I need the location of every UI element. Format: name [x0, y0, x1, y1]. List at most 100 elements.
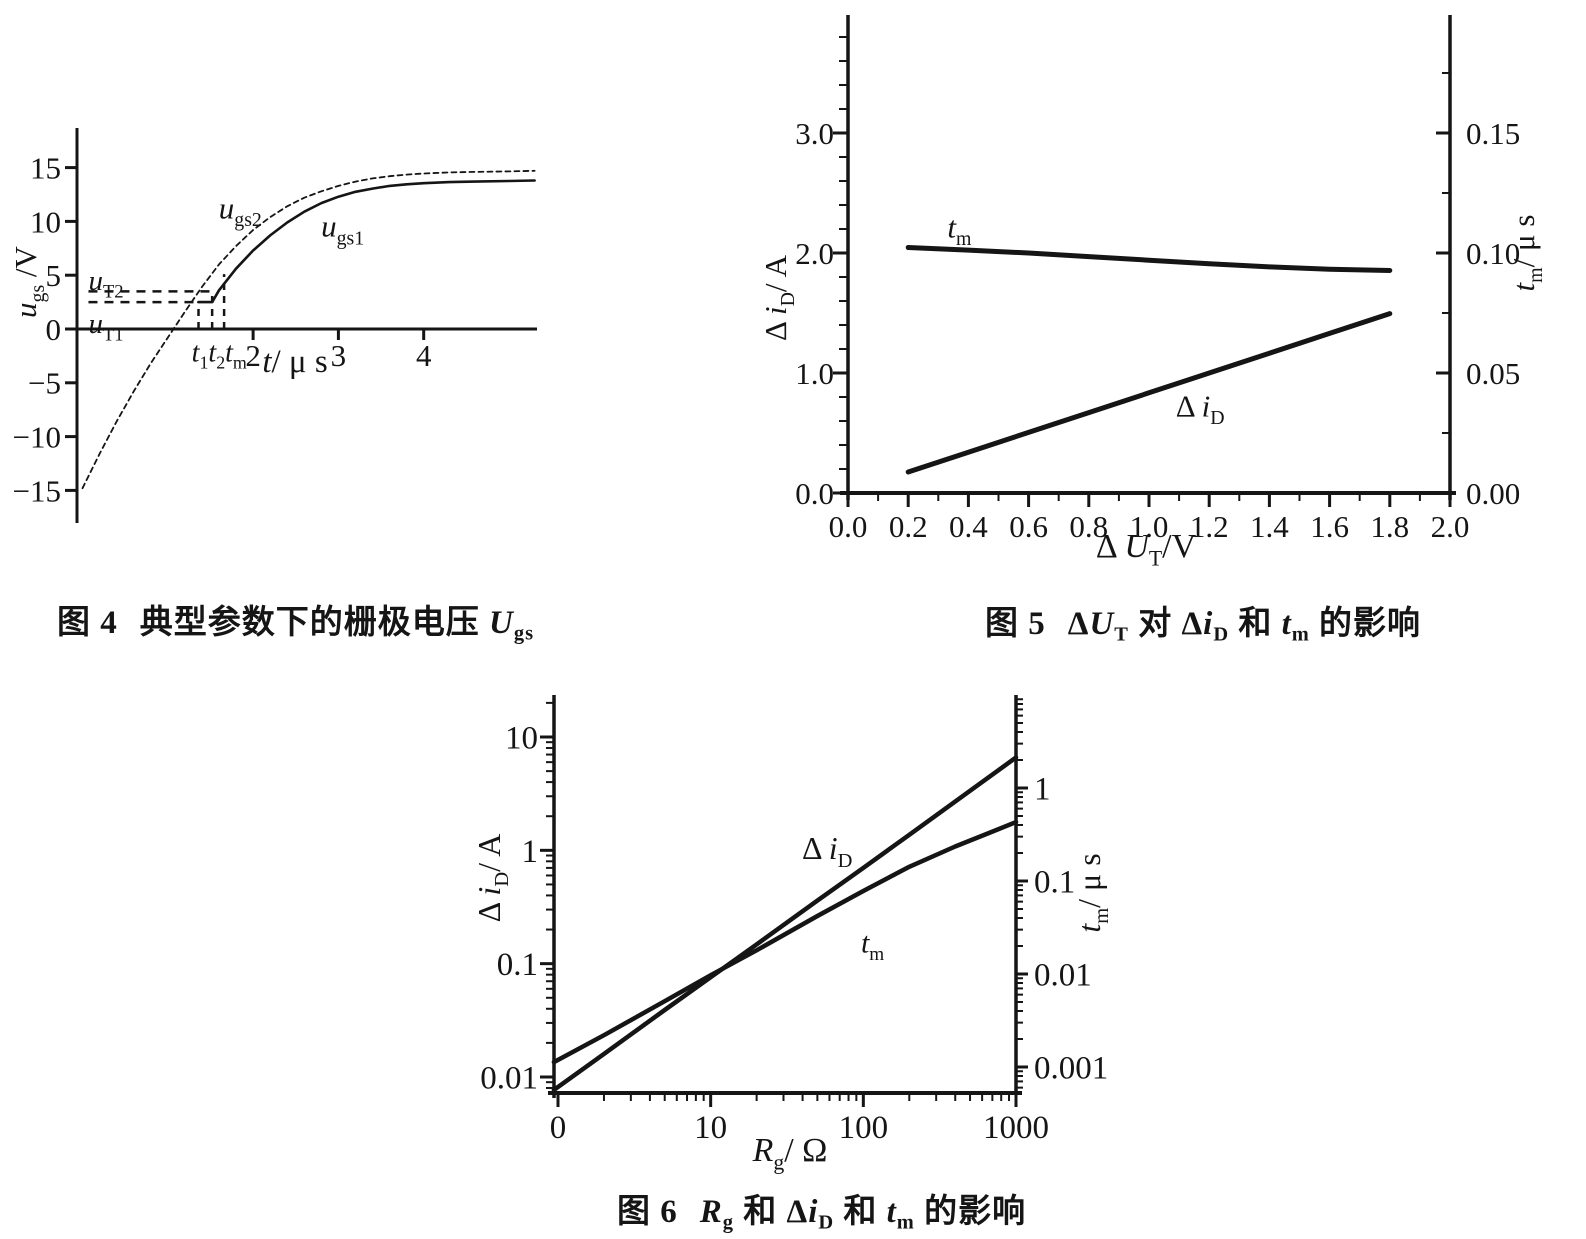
fig4-tick-label: 0 — [46, 312, 62, 347]
fig6-tick-label: 100 — [839, 1110, 889, 1146]
fig4-axis-title-0: t/ μ s — [262, 344, 327, 380]
fig5-tick-label: 1.4 — [1250, 509, 1289, 544]
figure5-caption: 图 5 ΔUT 对 ΔiD 和 tm 的影响 — [985, 596, 1421, 646]
fig4-axis-bottom: 2 3 4 — [70, 327, 537, 373]
fig5-tick-label: 0.15 — [1466, 116, 1520, 151]
fig4-ut2-label: uT2 — [88, 265, 123, 302]
fig4-axis-title-1: ugs /V — [8, 245, 49, 318]
figure6-caption: 图 6 Rg 和 ΔiD 和 tm 的影响 — [617, 1184, 1027, 1234]
fig6-tick-label: 0.01 — [480, 1061, 538, 1097]
figure5-symbol-t-sub: m — [1291, 623, 1310, 646]
fig6-axis-bottom: 0 10 100 1000 — [548, 1091, 1049, 1146]
fig6-tick-label: 1 — [1034, 772, 1051, 808]
figure4-symbol-sub: gs — [513, 622, 535, 645]
fig5-tick-label: 0.0 — [795, 476, 834, 511]
fig5-axis-right: 0.00 0.05 0.10 0.15 — [1436, 15, 1520, 511]
figure6-caption-part: 和 Δ — [733, 1194, 809, 1230]
fig5-axis-title-1: Δ iD/ A — [758, 254, 799, 341]
figure6-symbol-R: R — [699, 1194, 723, 1230]
fig4-tick-label: 2 — [245, 338, 261, 373]
fig5-tick-label: 0.0 — [829, 509, 868, 544]
fig5-tick-label: 0.2 — [889, 509, 928, 544]
fig6-tick-label: 10 — [505, 721, 538, 757]
figure5-caption-part: 和 — [1229, 606, 1282, 642]
figure5-symbol-i-sub: D — [1213, 623, 1230, 646]
figure5-symbol-i: i — [1203, 606, 1214, 642]
fig5-did-curve — [905, 311, 1393, 475]
figure5-number: 图 5 — [985, 606, 1046, 642]
figure5-symbol-U: U — [1089, 606, 1115, 642]
figure6-number: 图 6 — [617, 1194, 678, 1230]
fig4-figure: 2 3 4 15 10 5 0 −5 −10 −15 ugs2 ugs1 uT2 uT1 t1t2tm t/ … — [8, 128, 537, 523]
fig5-tm-curve-label: tm — [947, 209, 972, 250]
figure4-caption: 图 4 典型参数下的栅极电压 Ugs — [57, 595, 535, 645]
fig5-tick-label: 0.05 — [1466, 356, 1520, 391]
fig6-tick-label: 0.1 — [497, 947, 538, 983]
fig6-tick-label: 1 — [522, 834, 539, 870]
fig5-did-curve-label: Δ iD — [1176, 388, 1225, 429]
fig5-tick-label: 0.4 — [949, 509, 988, 544]
fig4-tick-label: 15 — [30, 150, 61, 185]
fig6-tm-curve-label: tm — [861, 927, 884, 966]
fig4-tick-label: 4 — [416, 338, 432, 373]
figure6-caption-part: 和 — [834, 1194, 887, 1230]
fig5-tick-label: 2.0 — [795, 236, 834, 271]
fig6-axis-title-0: Rg/ Ω — [752, 1132, 828, 1175]
figure6-symbol-t-sub: m — [896, 1211, 915, 1234]
figure6-symbol-i-sub: D — [818, 1211, 835, 1234]
fig5-tick-label: 1.0 — [795, 356, 834, 391]
fig5-tick-label: 2.0 — [1431, 509, 1470, 544]
figure6-caption-part: 的影响 — [914, 1194, 1027, 1230]
fig4-t1t2tm-label: t1t2tm — [192, 337, 247, 372]
fig6-axis-left: 0.01 0.1 1 10 — [480, 695, 556, 1098]
fig5-axis-bottom: 0.0 0.2 0.4 0.6 0.8 1.0 1.2 1.4 1.6 1.8 2.0 — [829, 491, 1470, 544]
figure5-caption-part: Δ — [1067, 606, 1090, 642]
fig4-tick-label: 3 — [331, 338, 347, 373]
fig5-tick-label: 1.8 — [1370, 509, 1409, 544]
figure5-symbol-U-sub: T — [1114, 623, 1129, 646]
fig4-axis-left: 15 10 5 0 −5 −10 −15 — [13, 128, 79, 523]
fig6-axis-right: 0.001 0.01 0.1 1 — [1014, 695, 1108, 1093]
fig5-tick-label: 0.8 — [1069, 509, 1108, 544]
fig4-tick-label: −15 — [13, 473, 61, 508]
fig4-ugs2-curve-label: ugs2 — [219, 190, 262, 231]
fig6-figure: 0 10 100 1000 0.01 0.1 1 10 0.001 0.01 0.1 1 Δ iD tm R… — [471, 695, 1113, 1175]
fig4-tick-label: −10 — [13, 419, 61, 454]
fig6-tick-label: 1000 — [983, 1110, 1049, 1146]
fig6-axis-title-2: tm/ μ s — [1071, 853, 1113, 932]
fig5-figure: 0.0 0.2 0.4 0.6 0.8 1.0 1.2 1.4 1.6 1.8 2.0 0.0 1.0 2… — [758, 15, 1547, 571]
fig4-ugs1-curve-label: ugs1 — [321, 209, 364, 250]
fig6-tick-label: 0.001 — [1034, 1051, 1108, 1087]
fig5-axis-title-0: Δ UT/V — [1096, 528, 1197, 571]
fig6-tick-label: 0 — [550, 1110, 567, 1146]
fig5-tick-label: 0.10 — [1466, 236, 1520, 271]
fig5-tm-curve — [905, 245, 1393, 273]
figure6-symbol-R-sub: g — [722, 1211, 734, 1234]
fig6-tick-label: 0.01 — [1034, 958, 1092, 994]
fig4-tick-label: −5 — [28, 366, 61, 401]
fig6-tick-label: 0.1 — [1034, 865, 1075, 901]
fig5-tick-label: 0.6 — [1009, 509, 1048, 544]
fig4-ugs1-curve — [197, 179, 536, 304]
fig5-tick-label: 1.2 — [1190, 509, 1229, 544]
figure5-symbol-t: t — [1281, 606, 1292, 642]
figure6-symbol-t: t — [886, 1194, 897, 1230]
fig6-tm-curve — [551, 819, 1019, 1065]
fig6-axis-title-1: Δ iD/ A — [471, 834, 513, 923]
figure5-caption-part: 对 Δ — [1128, 606, 1204, 642]
figure4-number: 图 4 — [57, 605, 118, 641]
fig5-axis-left: 0.0 1.0 2.0 3.0 — [795, 15, 850, 511]
fig5-tick-label: 1.0 — [1130, 509, 1169, 544]
fig4-tick-label: 5 — [46, 258, 62, 293]
fig5-tick-label: 0.00 — [1466, 476, 1520, 511]
fig5-tick-label: 3.0 — [795, 116, 834, 151]
figure4-title-text: 典型参数下的栅极电压 — [139, 605, 489, 641]
fig5-tick-label: 1.6 — [1310, 509, 1349, 544]
figure6-symbol-i: i — [808, 1194, 819, 1230]
fig4-ugs2-curve — [81, 169, 536, 490]
fig4-ut1-label: uT1 — [88, 308, 123, 345]
figure4-symbol: U — [489, 605, 514, 641]
fig6-did-curve-label: Δ iD — [802, 830, 853, 872]
